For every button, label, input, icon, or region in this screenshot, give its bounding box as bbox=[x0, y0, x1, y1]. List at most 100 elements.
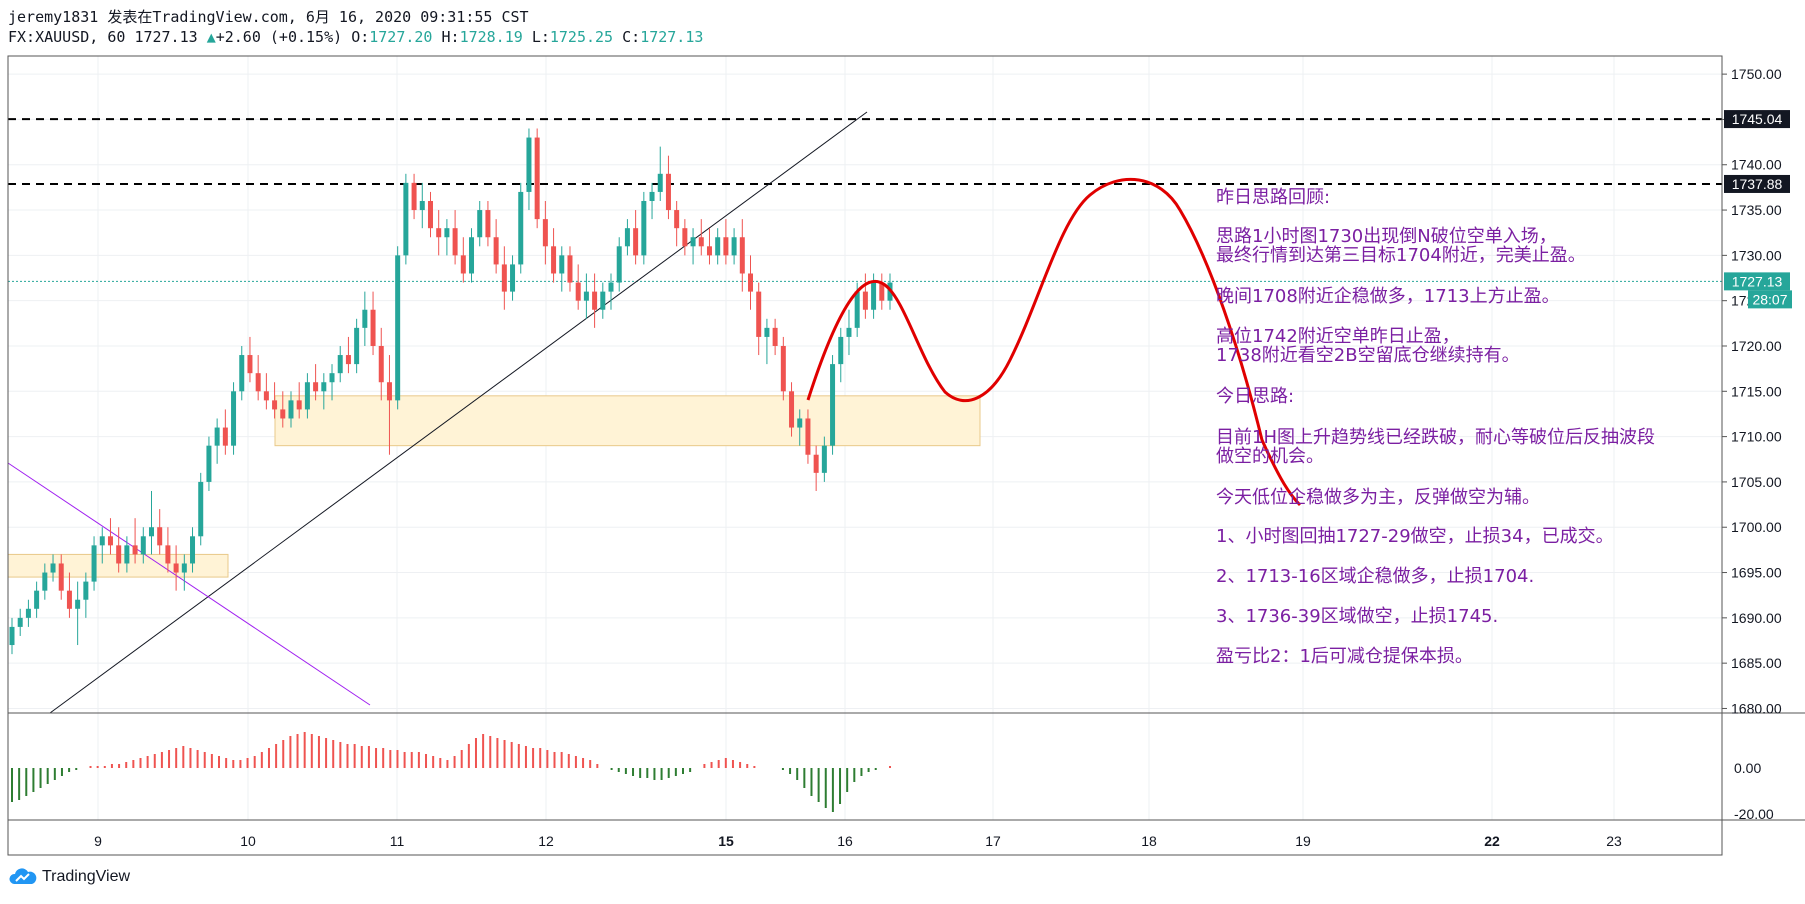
candle bbox=[706, 228, 712, 265]
candle bbox=[231, 382, 237, 455]
candle bbox=[846, 309, 852, 356]
y-tick-label: 1720.00 bbox=[1731, 338, 1782, 354]
candle bbox=[830, 355, 836, 455]
candle bbox=[42, 563, 48, 600]
y-tick-label: 1715.00 bbox=[1731, 383, 1782, 399]
macd-tick-label: 0.00 bbox=[1734, 760, 1761, 776]
candle-body bbox=[66, 590, 72, 609]
candle bbox=[821, 436, 827, 482]
candle-body bbox=[17, 617, 23, 627]
candle-body bbox=[214, 427, 220, 446]
candle-body bbox=[395, 255, 401, 401]
candle bbox=[419, 182, 425, 229]
candle-body bbox=[288, 400, 294, 419]
candle-body bbox=[797, 418, 803, 428]
x-tick-label: 12 bbox=[538, 833, 554, 849]
x-tick-label: 18 bbox=[1141, 833, 1157, 849]
note-line: 今日思路: bbox=[1216, 386, 1295, 407]
candle-body bbox=[698, 237, 704, 247]
candle-body bbox=[846, 327, 852, 337]
candle bbox=[345, 336, 351, 374]
countdown-text: 28:07 bbox=[1752, 291, 1787, 307]
candle-body bbox=[731, 237, 737, 256]
candle-body bbox=[477, 210, 483, 238]
projection-curve bbox=[806, 178, 1302, 507]
candle bbox=[386, 355, 392, 455]
candle bbox=[805, 409, 811, 464]
candle bbox=[862, 273, 868, 319]
candle-body bbox=[436, 228, 442, 238]
x-tick-label: 9 bbox=[94, 833, 102, 849]
candle bbox=[772, 318, 778, 356]
note-line: 思路1小时图1730出现倒N破位空单入场， bbox=[1216, 226, 1557, 247]
candle-body bbox=[157, 527, 163, 546]
up-arrow-icon: ▲ bbox=[206, 28, 216, 46]
candle bbox=[247, 336, 253, 383]
candle bbox=[288, 391, 294, 428]
candle bbox=[748, 255, 754, 310]
publish-info: jeremy1831 发表在TradingView.com, 6月 16, 20… bbox=[8, 8, 529, 26]
candle bbox=[469, 228, 475, 283]
candle bbox=[789, 382, 795, 437]
candle-body bbox=[9, 626, 15, 646]
candle bbox=[665, 155, 671, 220]
candle-body bbox=[657, 173, 663, 192]
candle-body bbox=[723, 237, 729, 256]
candle bbox=[222, 409, 228, 455]
candle bbox=[157, 509, 163, 555]
candle-body bbox=[132, 545, 138, 555]
y-tick-label: 1700.00 bbox=[1731, 519, 1782, 535]
y-tick-label: 1685.00 bbox=[1731, 655, 1782, 671]
low-value: 1725.25 bbox=[549, 28, 614, 46]
change-value: +2.60 (+0.15%) bbox=[215, 28, 343, 46]
candle-body bbox=[575, 282, 581, 301]
candle-body bbox=[419, 200, 425, 211]
candle bbox=[649, 182, 655, 220]
candle-body bbox=[789, 391, 795, 428]
note-line: 今天低位企稳做多为主，反弹做空为辅。 bbox=[1216, 487, 1540, 508]
candle-body bbox=[272, 400, 278, 410]
candle bbox=[723, 219, 729, 265]
candle bbox=[592, 273, 598, 328]
candle bbox=[452, 210, 458, 265]
candle bbox=[272, 382, 278, 419]
note-line: 晚间1708附近企稳做多，1713上方止盈。 bbox=[1216, 286, 1560, 307]
candle bbox=[501, 246, 507, 310]
candle bbox=[66, 572, 72, 618]
candle bbox=[780, 336, 786, 401]
candle bbox=[813, 445, 819, 491]
candle bbox=[124, 536, 130, 573]
close-value: 1727.13 bbox=[640, 28, 704, 46]
candle bbox=[107, 518, 113, 555]
note-line: 最终行情到达第三目标1704附近，完美止盈。 bbox=[1216, 245, 1586, 266]
candle bbox=[682, 219, 688, 256]
candle-body bbox=[493, 237, 499, 265]
candle-body bbox=[403, 182, 409, 256]
candle bbox=[17, 608, 23, 636]
candle-body bbox=[231, 391, 237, 446]
candle bbox=[427, 191, 433, 238]
candle bbox=[797, 409, 803, 446]
price-chart[interactable]: 1750.001745.001740.001735.001730.001725.… bbox=[0, 0, 1805, 860]
y-tick-label: 1735.00 bbox=[1731, 202, 1782, 218]
note-line: 2、1713-16区域企稳做多，止损1704. bbox=[1216, 566, 1535, 587]
candle-body bbox=[633, 228, 639, 256]
x-tick-label: 10 bbox=[240, 833, 256, 849]
candle bbox=[263, 373, 269, 410]
price-label-text: 1727.13 bbox=[1732, 273, 1783, 289]
candle bbox=[624, 219, 630, 256]
candle bbox=[255, 355, 261, 401]
candle-body bbox=[624, 228, 630, 247]
candle-body bbox=[50, 563, 56, 573]
candle-body bbox=[329, 373, 335, 383]
candle-body bbox=[362, 309, 368, 328]
candle-body bbox=[107, 536, 113, 546]
candle bbox=[444, 219, 450, 256]
candle-body bbox=[181, 563, 187, 573]
candle-body bbox=[854, 291, 860, 328]
axes: 1750.001745.001740.001735.001730.001725.… bbox=[7, 55, 1805, 856]
ohlc-legend: FX:XAUUSD, 60 1727.13 ▲+2.60 (+0.15%) O:… bbox=[8, 28, 704, 46]
candle-body bbox=[706, 246, 712, 256]
candle bbox=[280, 391, 286, 428]
candle bbox=[50, 554, 56, 582]
